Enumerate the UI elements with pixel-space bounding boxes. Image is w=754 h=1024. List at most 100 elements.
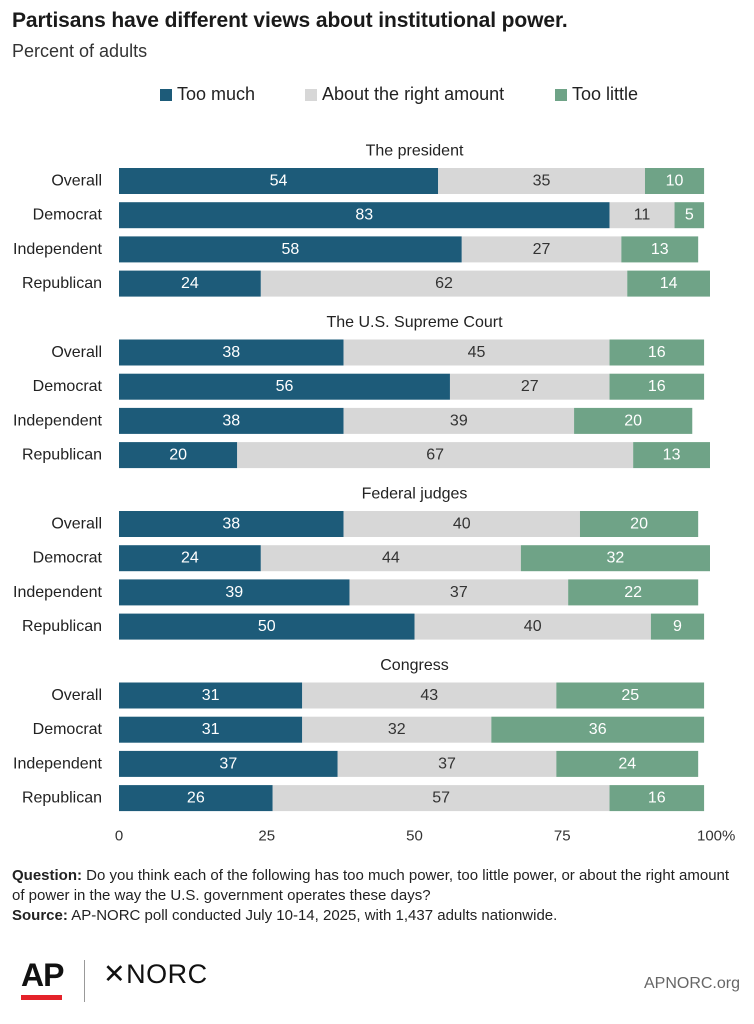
data-label-too-little: 16 bbox=[648, 790, 666, 807]
x-tick-label: 25 bbox=[258, 828, 275, 845]
norc-logo-text: NORC bbox=[126, 959, 208, 989]
bar-segment-too-little bbox=[568, 579, 699, 606]
data-label-too-little: 20 bbox=[624, 412, 642, 429]
bar-segment-too-little bbox=[556, 682, 705, 709]
data-label-too-much: 20 bbox=[169, 447, 187, 464]
legend-swatch-too-much bbox=[160, 88, 172, 101]
data-label-too-much: 31 bbox=[202, 687, 220, 704]
data-label-too-much: 26 bbox=[187, 790, 205, 807]
row-label: Overall bbox=[51, 344, 102, 361]
site-url: APNORC.org bbox=[643, 975, 740, 992]
bar-segment-right-amount bbox=[343, 407, 575, 434]
bar-segment-too-little bbox=[650, 613, 705, 640]
x-tick-label: 50 bbox=[406, 828, 423, 845]
legend-label-too-much: Too much bbox=[177, 84, 256, 104]
bar-segment-too-little bbox=[609, 785, 705, 812]
bar-segment-too-much bbox=[119, 511, 344, 537]
legend-item-too-much: Too much bbox=[160, 84, 255, 105]
data-label-too-much: 24 bbox=[181, 275, 199, 292]
data-label-right-amount: 37 bbox=[438, 755, 456, 772]
row-label: Republican bbox=[22, 618, 102, 635]
bar-segment-right-amount bbox=[337, 750, 557, 777]
bar-segment-too-much bbox=[119, 682, 303, 709]
bar-segment-too-little bbox=[520, 545, 710, 572]
data-label-too-much: 54 bbox=[270, 173, 288, 190]
data-label-too-little: 22 bbox=[624, 584, 642, 601]
bar-segment-right-amount bbox=[260, 545, 521, 572]
bar-segment-right-amount bbox=[343, 511, 580, 537]
x-tick-label: 0 bbox=[115, 828, 123, 845]
bar-segment-right-amount bbox=[260, 270, 628, 297]
bar-segment-too-much bbox=[119, 579, 350, 606]
data-label-too-much: 38 bbox=[222, 412, 240, 429]
bar-segment-too-much bbox=[119, 270, 261, 297]
bar-segment-too-much bbox=[119, 716, 303, 743]
bar-segment-too-much bbox=[119, 236, 462, 263]
row-label: Republican bbox=[22, 447, 102, 464]
data-label-too-little: 10 bbox=[666, 173, 684, 190]
bar-segment-right-amount bbox=[449, 373, 610, 400]
question-note: Question: Do you think each of the follo… bbox=[12, 866, 732, 906]
data-label-right-amount: 62 bbox=[435, 275, 453, 292]
bar-segment-right-amount bbox=[302, 682, 557, 709]
chart-subtitle: Percent of adults bbox=[12, 41, 148, 61]
row-label: Overall bbox=[51, 173, 102, 190]
bar-segment-too-much bbox=[119, 168, 439, 194]
row-label: Democrat bbox=[33, 550, 103, 567]
bar-segment-too-little bbox=[627, 270, 710, 297]
data-label-too-much: 56 bbox=[276, 378, 294, 395]
bar-segment-too-little bbox=[609, 373, 705, 400]
source-text: AP-NORC poll conducted July 10-14, 2025,… bbox=[67, 907, 558, 924]
data-label-too-little: 14 bbox=[660, 275, 678, 292]
bar-segment-too-little bbox=[674, 202, 705, 229]
data-label-right-amount: 43 bbox=[420, 687, 438, 704]
data-label-too-little: 20 bbox=[630, 516, 648, 533]
row-label: Democrat bbox=[33, 721, 103, 738]
bar-segment-too-little bbox=[574, 407, 693, 434]
logo-divider bbox=[84, 960, 85, 1002]
footnote: Question: Do you think each of the follo… bbox=[12, 866, 732, 926]
bar-segment-right-amount bbox=[237, 442, 634, 469]
data-label-right-amount: 40 bbox=[453, 516, 471, 533]
data-label-too-much: 50 bbox=[258, 618, 276, 635]
bar-segment-right-amount bbox=[302, 716, 492, 743]
bar-segment-too-much bbox=[119, 442, 238, 469]
bar-segment-too-little bbox=[579, 511, 699, 537]
data-label-right-amount: 40 bbox=[524, 618, 542, 635]
bar-segment-right-amount bbox=[349, 579, 569, 606]
data-label-too-little: 24 bbox=[618, 755, 636, 772]
bar-segment-too-much bbox=[119, 750, 338, 777]
bar-segment-right-amount bbox=[414, 613, 651, 640]
bar-segment-too-much bbox=[119, 613, 415, 640]
norc-logo: ✕NORC bbox=[103, 959, 208, 990]
data-label-right-amount: 45 bbox=[468, 344, 486, 361]
chart-title: Partisans have different views about ins… bbox=[12, 9, 568, 32]
data-label-right-amount: 35 bbox=[533, 173, 551, 190]
data-label-right-amount: 44 bbox=[382, 550, 400, 567]
question-label: Question: bbox=[12, 867, 82, 884]
data-label-too-little: 32 bbox=[607, 550, 625, 567]
ap-logo-underline bbox=[21, 995, 62, 1000]
group-title: The president bbox=[366, 143, 464, 160]
legend: Too much About the right amount Too litt… bbox=[0, 84, 754, 106]
x-tick-label: 75 bbox=[554, 828, 571, 845]
legend-label-too-little: Too little bbox=[572, 84, 639, 104]
source-label: Source: bbox=[12, 907, 68, 924]
data-label-right-amount: 57 bbox=[432, 790, 450, 807]
data-label-too-little: 13 bbox=[663, 447, 681, 464]
group-title: The U.S. Supreme Court bbox=[326, 314, 503, 331]
ap-logo: AP bbox=[21, 957, 64, 993]
data-label-right-amount: 39 bbox=[450, 412, 468, 429]
group-title: Federal judges bbox=[362, 486, 468, 503]
bar-segment-too-little bbox=[633, 442, 710, 469]
data-label-too-little: 36 bbox=[589, 721, 607, 738]
bar-segment-too-much bbox=[119, 407, 344, 434]
bar-segment-right-amount bbox=[609, 202, 675, 229]
data-label-right-amount: 11 bbox=[634, 207, 651, 224]
bar-segment-right-amount bbox=[461, 236, 622, 263]
bar-segment-too-little bbox=[609, 339, 705, 366]
data-label-too-much: 24 bbox=[181, 550, 199, 567]
row-label: Independent bbox=[13, 412, 103, 429]
data-label-too-much: 37 bbox=[219, 755, 237, 772]
legend-item-right-amount: About the right amount bbox=[305, 84, 504, 105]
